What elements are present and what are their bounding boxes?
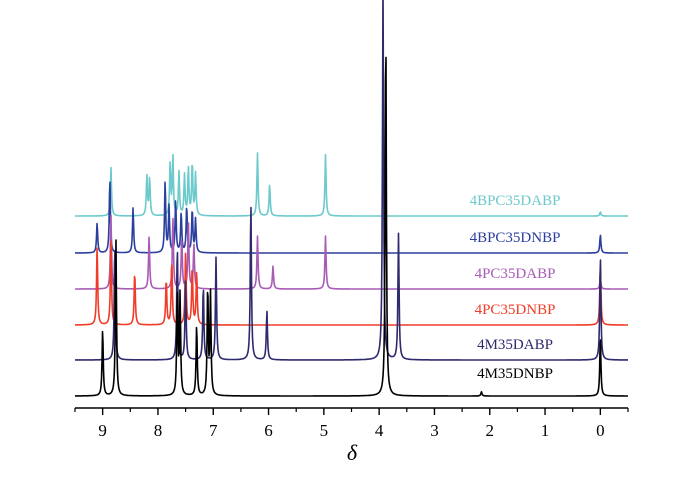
x-tick-label-6: 6: [264, 421, 273, 440]
x-tick-label-2: 2: [486, 421, 495, 440]
x-tick-label-3: 3: [430, 421, 439, 440]
spectra-traces: [74, 0, 629, 397]
series-line-4bpc35dabp: [74, 152, 629, 217]
series-label-4pc35dnbp: 4PC35DNBP: [475, 302, 556, 318]
x-tick-label-4: 4: [375, 421, 384, 440]
x-tick-label-8: 8: [154, 421, 163, 440]
series-labels: 4BPC35DABP 4BPC35DNBP 4PC35DABP 4PC35DNBP 4M…: [470, 193, 561, 382]
series-label-4bpc35dnbp: 4BPC35DNBP: [470, 230, 561, 246]
x-tick-label-5: 5: [320, 421, 329, 440]
x-tick-label-0: 0: [596, 421, 605, 440]
series-label-4bpc35dabp: 4BPC35DABP: [470, 193, 561, 209]
series-line-4m35dnbp: [74, 56, 629, 397]
series-line-4m35dabp: [74, 0, 629, 361]
x-axis-ticks: 9 8 7 6 5 4 3 2 1 0: [74, 408, 629, 440]
series-label-4m35dabp: 4M35DABP: [477, 337, 553, 353]
series-line-4bpc35dnbp: [74, 181, 629, 254]
x-tick-label-9: 9: [98, 421, 107, 440]
series-label-4m35dnbp: 4M35DNBP: [477, 366, 553, 382]
x-axis-label: δ: [347, 440, 358, 465]
series-label-4pc35dabp: 4PC35DABP: [475, 266, 556, 282]
x-axis: 9 8 7 6 5 4 3 2 1 0: [74, 407, 629, 440]
x-tick-label-1: 1: [541, 421, 550, 440]
x-tick-label-7: 7: [209, 421, 218, 440]
series-line-4pc35dnbp: [74, 240, 629, 326]
